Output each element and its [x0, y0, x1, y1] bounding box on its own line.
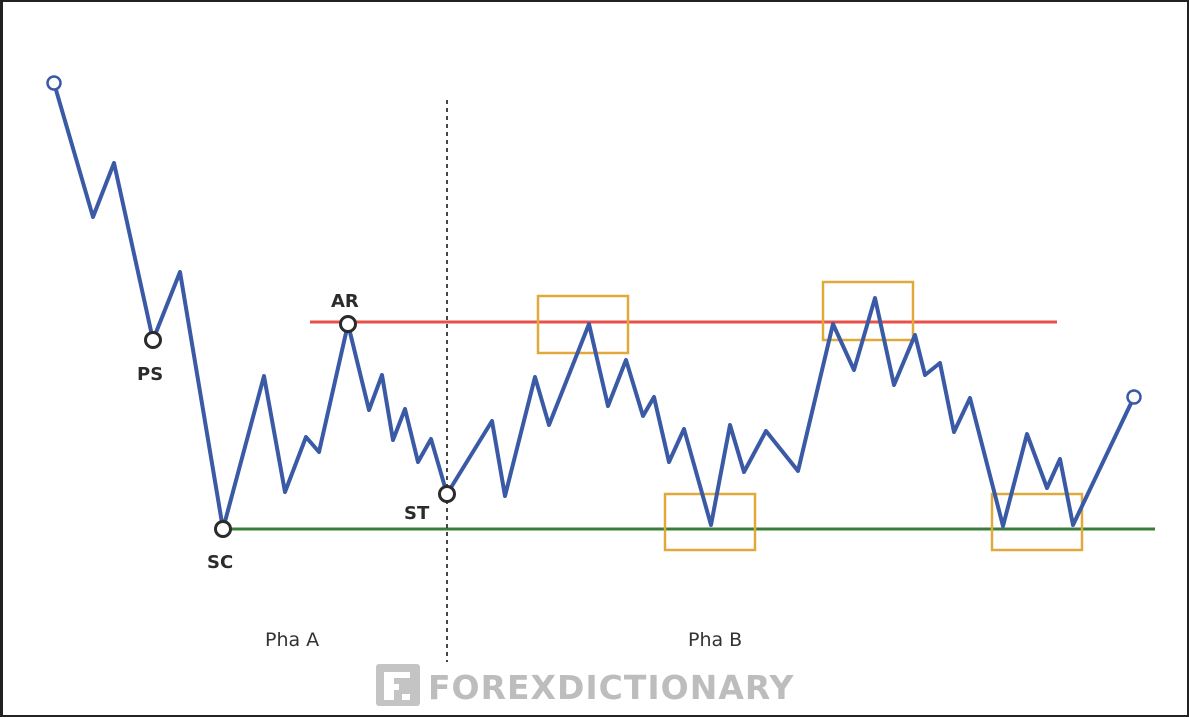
- phase-b-label: Pha B: [688, 629, 742, 651]
- highlight-box-support-test-2: [990, 492, 1084, 552]
- label-sc: SC: [207, 552, 233, 573]
- highlight-box-support-test-1: [663, 492, 757, 552]
- ar-marker: [339, 315, 357, 333]
- label-ar: AR: [331, 291, 359, 312]
- price-line: [52, 81, 1136, 531]
- watermark-text: FOREXDICTIONARY: [428, 668, 794, 707]
- fd-logo-icon: [376, 664, 420, 706]
- label-ps: PS: [137, 364, 163, 385]
- highlight-box-resistance-test-2: [821, 280, 915, 342]
- phase-a-label: Pha A: [265, 629, 319, 651]
- ps-marker: [144, 331, 162, 349]
- end-point-marker: [1126, 389, 1142, 405]
- start-point-marker: [46, 75, 62, 91]
- st-marker: [438, 485, 456, 503]
- wyckoff-diagram: PS SC AR ST Pha A Pha B FOREXDICTIONARY: [46, 75, 1155, 707]
- label-st: ST: [404, 503, 430, 524]
- highlight-box-resistance-test-1: [536, 294, 630, 355]
- sc-marker: [214, 520, 232, 538]
